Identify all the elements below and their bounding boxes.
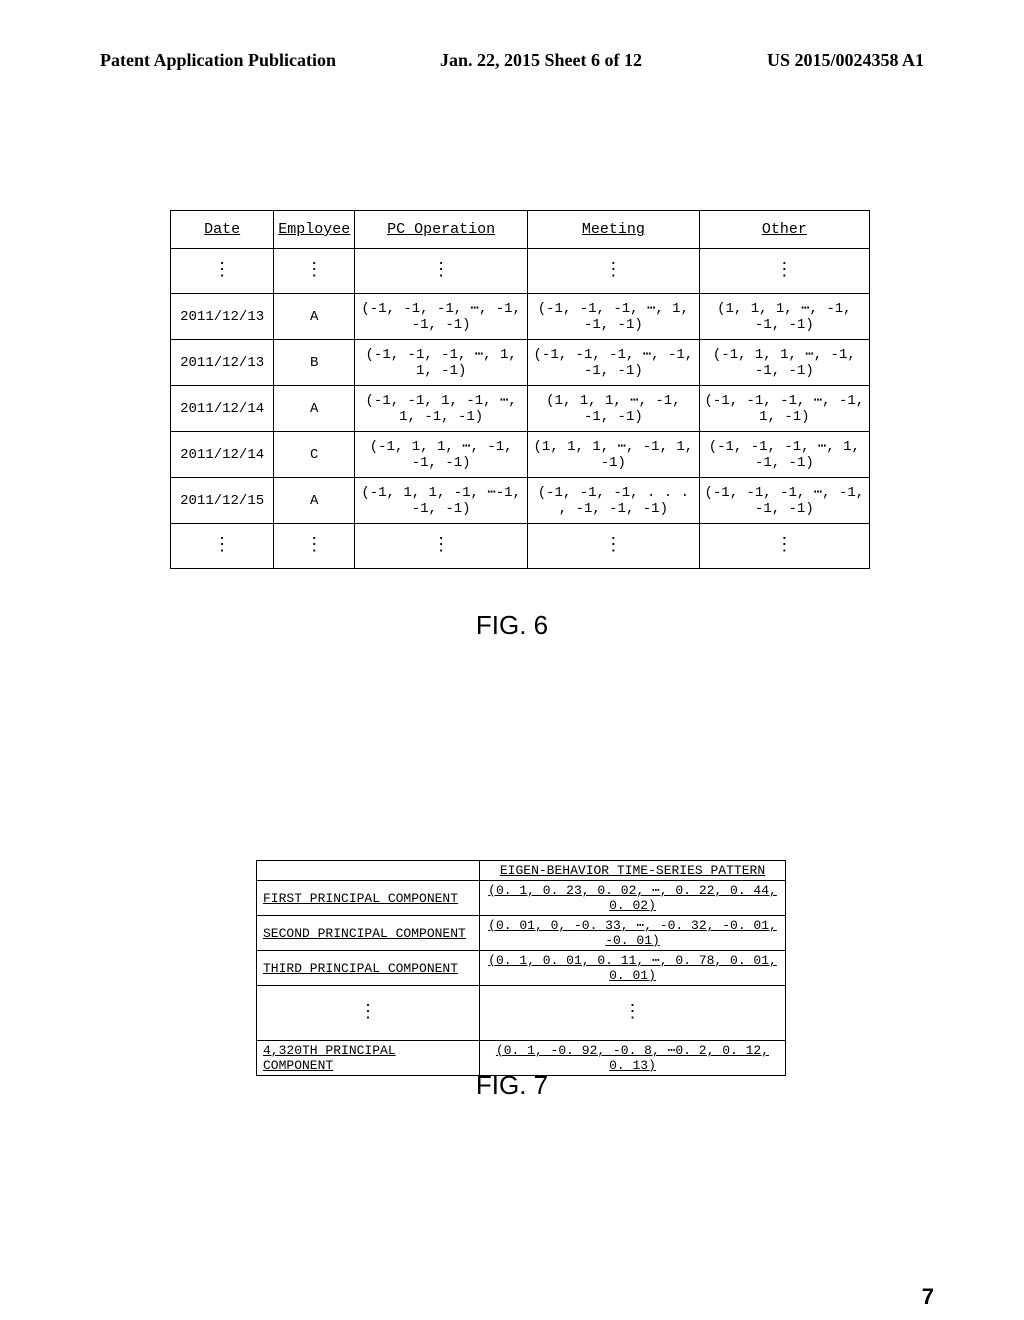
table-row: THIRD PRINCIPAL COMPONENT (0. 1, 0. 01, … xyxy=(257,951,786,986)
fig6-col-date: Date xyxy=(171,211,274,249)
header-right: US 2015/0024358 A1 xyxy=(767,50,924,71)
table-row: ⋮ ⋮ ⋮ ⋮ ⋮ xyxy=(171,249,870,294)
header-center: Jan. 22, 2015 Sheet 6 of 12 xyxy=(440,50,642,71)
fig6-col-other: Other xyxy=(699,211,869,249)
fig7-col-label xyxy=(257,861,480,881)
page-number: 7 xyxy=(922,1284,934,1310)
table-row: 2011/12/15 A (-1, 1, 1, -1, ⋯-1, -1, -1)… xyxy=(171,478,870,524)
table-row: ⋮ ⋮ xyxy=(257,986,786,1041)
fig7-header-row: EIGEN-BEHAVIOR TIME-SERIES PATTERN xyxy=(257,861,786,881)
table-row: 2011/12/13 A (-1, -1, -1, ⋯, -1, -1, -1)… xyxy=(171,294,870,340)
table-row: 2011/12/14 C (-1, 1, 1, ⋯, -1, -1, -1) (… xyxy=(171,432,870,478)
table-row: ⋮ ⋮ ⋮ ⋮ ⋮ xyxy=(171,524,870,569)
fig6-header-row: Date Employee PC Operation Meeting Other xyxy=(171,211,870,249)
fig6-caption: FIG. 6 xyxy=(0,610,1024,641)
fig7-col-pattern: EIGEN-BEHAVIOR TIME-SERIES PATTERN xyxy=(480,861,786,881)
table-row: 2011/12/14 A (-1, -1, 1, -1, ⋯, 1, -1, -… xyxy=(171,386,870,432)
fig7-table: EIGEN-BEHAVIOR TIME-SERIES PATTERN FIRST… xyxy=(256,860,786,1076)
fig6-table: Date Employee PC Operation Meeting Other… xyxy=(170,210,870,569)
fig6-col-meeting: Meeting xyxy=(528,211,700,249)
fig7-caption: FIG. 7 xyxy=(0,1070,1024,1101)
header-left: Patent Application Publication xyxy=(100,50,336,71)
table-row: FIRST PRINCIPAL COMPONENT (0. 1, 0. 23, … xyxy=(257,881,786,916)
fig6-col-pc: PC Operation xyxy=(355,211,528,249)
table-row: SECOND PRINCIPAL COMPONENT (0. 01, 0, -0… xyxy=(257,916,786,951)
table-row: 2011/12/13 B (-1, -1, -1, ⋯, 1, 1, -1) (… xyxy=(171,340,870,386)
fig6-col-employee: Employee xyxy=(274,211,355,249)
